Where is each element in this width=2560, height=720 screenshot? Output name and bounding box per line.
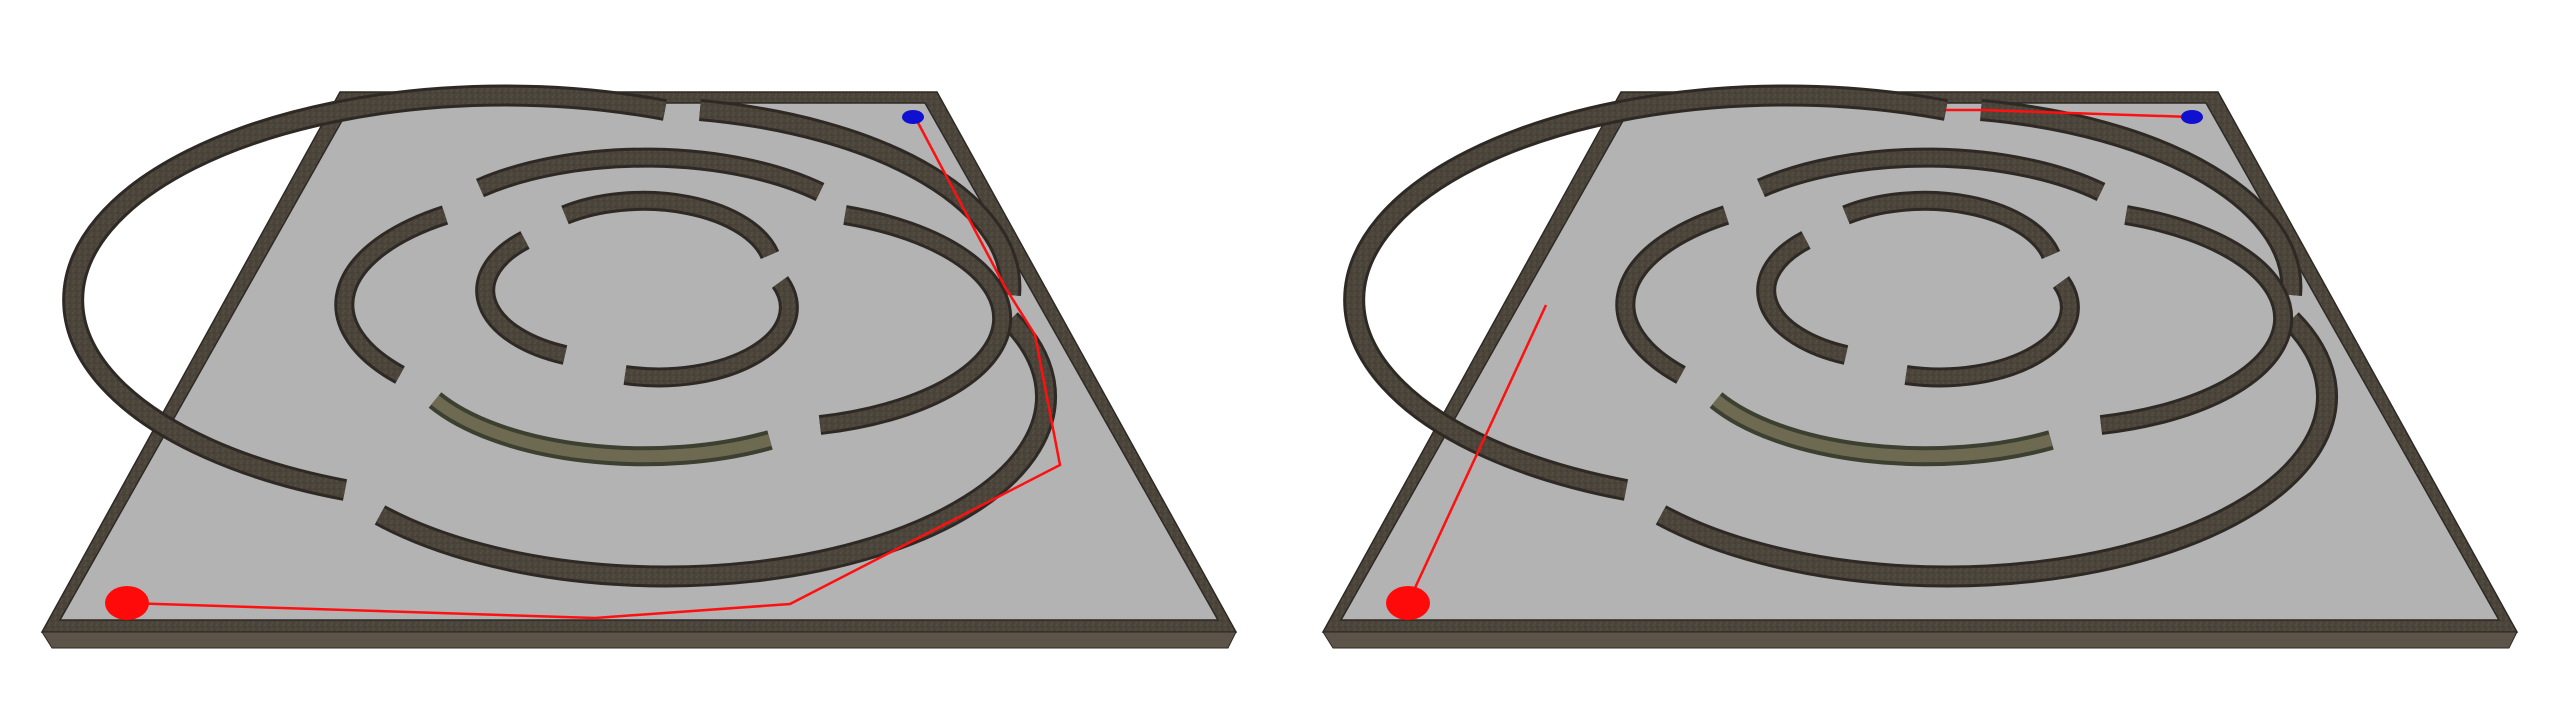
left-goal-marker xyxy=(902,110,924,124)
left-path-line xyxy=(126,116,1062,620)
left-inner-ring-b-top xyxy=(478,233,567,362)
right-goal-marker xyxy=(2181,110,2203,124)
left-floor xyxy=(42,92,1236,632)
right-start-marker xyxy=(1386,586,1430,620)
right-middle-ring-d-top xyxy=(1712,395,2053,463)
left-outer-ring-b-top xyxy=(699,102,1019,296)
left-inner-ring-a-top xyxy=(562,193,777,259)
right-inner-ring-c-top xyxy=(1904,277,2077,385)
right-rings xyxy=(1343,84,2338,588)
left-frame-front xyxy=(41,631,1237,649)
right-frame-front xyxy=(1322,631,2518,649)
left-inner-ring-c-top xyxy=(623,277,796,385)
right-outer-ring-a-top xyxy=(1346,87,1948,498)
left-middle-ring-d-top xyxy=(431,395,772,463)
left-panel xyxy=(40,84,1238,649)
left-middle-ring-b-top xyxy=(337,208,448,382)
right-path-line xyxy=(1406,304,1548,604)
right-middle-ring-c-top xyxy=(2100,208,2291,432)
right-outer-ring-b-top xyxy=(1980,102,2300,296)
right-floor xyxy=(1323,92,2517,632)
left-rings xyxy=(62,84,1057,588)
left-middle-ring-c-top xyxy=(819,208,1010,432)
right-outer-ring-c-top xyxy=(1657,314,2335,585)
left-middle-ring-a-top xyxy=(477,150,824,199)
right-panel xyxy=(1321,84,2519,649)
left-start-marker xyxy=(105,586,149,620)
right-inner-ring-b-top xyxy=(1759,233,1848,362)
right-path-line-top xyxy=(1946,108,2192,119)
left-outer-ring-a-top xyxy=(65,87,667,498)
right-middle-ring-b-top xyxy=(1618,208,1729,382)
right-inner-ring-a-top xyxy=(1843,193,2058,259)
right-middle-ring-a-top xyxy=(1758,150,2105,199)
